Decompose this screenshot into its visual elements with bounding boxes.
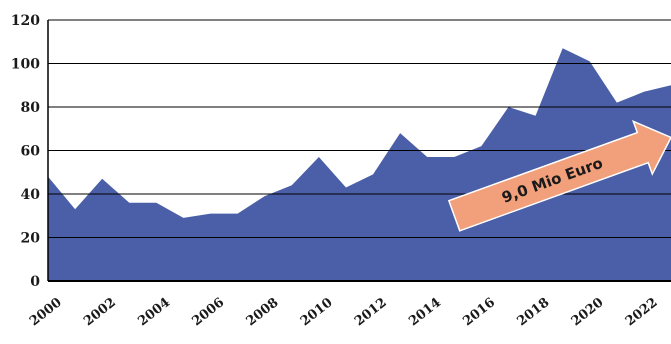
- x-tick-label-2018: 2018: [515, 295, 553, 329]
- y-tick-label-20: 20: [21, 231, 41, 247]
- y-tick-label-40: 40: [21, 187, 41, 203]
- y-tick-label-0: 0: [30, 274, 40, 290]
- y-tick-label-120: 120: [11, 13, 40, 29]
- area-series: [48, 48, 671, 282]
- x-tick-label-2010: 2010: [298, 295, 336, 329]
- x-tick-label-2004: 2004: [135, 295, 173, 329]
- annotation-arrow-shape: [447, 119, 671, 232]
- x-tick-label-2020: 2020: [569, 295, 607, 329]
- x-tick-label-2002: 2002: [81, 295, 119, 329]
- y-tick-label-60: 60: [21, 144, 41, 160]
- x-tick-label-2006: 2006: [189, 295, 227, 329]
- x-tick-label-2014: 2014: [406, 295, 444, 329]
- annotation-arrow: 9,0 Mio Euro: [447, 119, 671, 232]
- x-tick-label-2016: 2016: [460, 295, 498, 329]
- x-tick-label-2022: 2022: [623, 295, 661, 329]
- x-tick-label-2012: 2012: [352, 295, 390, 329]
- y-tick-label-100: 100: [11, 57, 40, 73]
- y-tick-label-80: 80: [21, 100, 41, 116]
- x-tick-label-2000: 2000: [27, 295, 65, 329]
- x-tick-label-2008: 2008: [244, 295, 282, 329]
